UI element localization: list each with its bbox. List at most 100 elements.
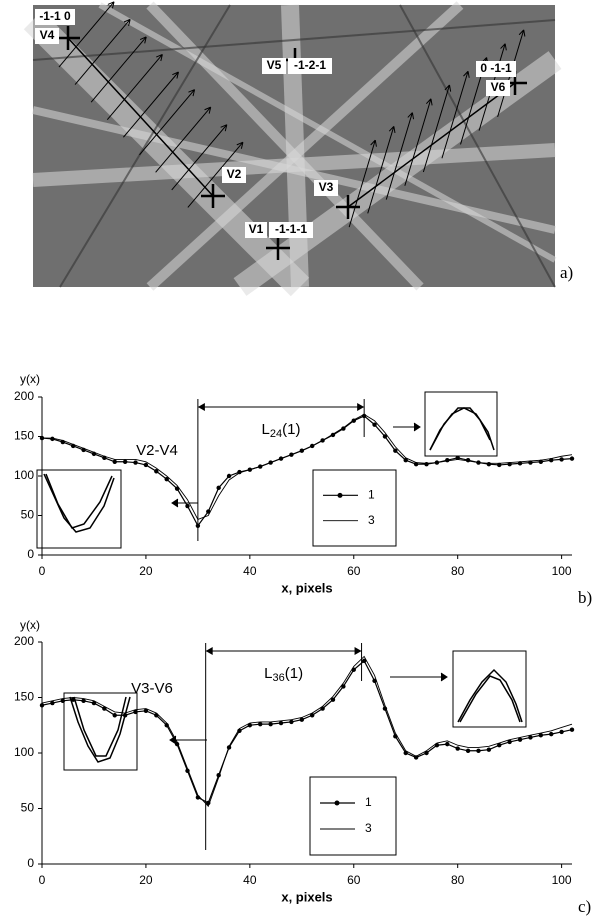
data-point — [549, 731, 554, 737]
span-label-base: L — [262, 421, 270, 438]
chart-annotation: V3-V6 — [131, 680, 173, 697]
data-point — [154, 469, 159, 474]
legend-label: 1 — [365, 795, 372, 809]
span-label: L24(1) — [262, 421, 301, 440]
data-point — [455, 746, 460, 751]
data-point — [154, 713, 159, 718]
data-point — [372, 422, 377, 427]
data-point — [39, 703, 45, 708]
data-point — [122, 459, 128, 464]
y-tick-label: 150 — [14, 690, 34, 704]
data-point — [403, 750, 408, 756]
data-point — [507, 739, 512, 745]
data-point — [289, 719, 294, 725]
data-point — [143, 708, 149, 714]
data-point — [341, 684, 346, 689]
y-axis-label: y(x) — [20, 372, 40, 386]
data-point — [122, 713, 128, 718]
data-point — [216, 485, 221, 491]
x-tick-label: 40 — [243, 873, 257, 887]
data-point — [258, 721, 263, 727]
chart-annotation: V2-V4 — [136, 442, 178, 459]
y-tick-label: 50 — [21, 801, 35, 815]
data-point — [70, 697, 76, 702]
arrow — [58, 1, 115, 68]
legend-label: 3 — [365, 821, 372, 835]
data-point — [164, 476, 169, 482]
arrow — [422, 84, 452, 173]
series-line — [41, 655, 573, 808]
point-label: V2 — [227, 167, 242, 181]
y-tick-label: 200 — [14, 634, 34, 648]
data-point — [133, 709, 138, 715]
x-tick-label: 100 — [552, 564, 572, 578]
y-axis-label: y(x) — [20, 618, 40, 632]
series-line — [42, 413, 573, 521]
arrow — [404, 98, 433, 186]
data-point — [497, 462, 502, 468]
arrow — [106, 53, 163, 121]
y-tick-label: 0 — [27, 547, 34, 561]
inset — [36, 391, 527, 771]
data-point — [185, 503, 190, 509]
data-point — [445, 458, 450, 463]
arrow — [123, 71, 179, 138]
y-tick-label: 100 — [14, 745, 34, 759]
data-point — [361, 658, 367, 664]
data-point — [133, 460, 138, 465]
data-point — [102, 706, 107, 711]
data-point — [81, 698, 86, 704]
span-label-base: L — [264, 665, 272, 682]
point-label: V5 — [267, 58, 282, 72]
x-tick-label: 40 — [243, 564, 257, 578]
x-tick-label: 20 — [139, 873, 153, 887]
data-point — [538, 733, 544, 738]
data-point — [382, 434, 388, 439]
legend-box — [312, 469, 397, 547]
y-tick-label: 50 — [21, 508, 35, 522]
arrow — [139, 89, 196, 156]
zone-index: -1-1-1 — [275, 222, 307, 236]
span-label-sub: 24 — [270, 428, 282, 440]
legend-label: 1 — [368, 488, 375, 502]
arrow — [367, 125, 396, 214]
data-point — [299, 717, 305, 722]
y-tick-label: 150 — [14, 429, 34, 443]
data-point — [413, 755, 419, 760]
span-label-suffix: (1) — [282, 421, 300, 438]
point-label: V4 — [40, 28, 55, 42]
data-point — [465, 458, 471, 463]
data-point — [143, 462, 149, 468]
data-point — [112, 459, 117, 464]
y-tick-label: 100 — [14, 468, 34, 482]
legend-label: 3 — [368, 513, 375, 527]
data-point — [268, 721, 273, 727]
data-point — [455, 455, 460, 461]
data-point — [195, 523, 201, 528]
x-tick-label: 20 — [139, 564, 153, 578]
span-label-suffix: (1) — [285, 665, 303, 682]
arrow — [385, 112, 415, 200]
point-label: V1 — [249, 222, 264, 236]
pattern-image — [23, 1, 562, 297]
x-tick-label: 100 — [552, 873, 572, 887]
data-point — [497, 743, 502, 748]
data-point — [528, 735, 533, 740]
span-label-sub: 36 — [272, 672, 284, 684]
data-point — [393, 448, 398, 453]
data-point — [569, 456, 575, 461]
x-tick-label: 80 — [451, 873, 465, 887]
span-label: L36(1) — [264, 665, 303, 684]
data-point — [278, 720, 284, 726]
data-point — [424, 750, 429, 756]
data-point — [50, 700, 55, 706]
data-point — [247, 723, 253, 728]
arrow — [90, 36, 147, 103]
panel-label: a) — [560, 263, 573, 282]
data-point — [486, 747, 492, 752]
data-point — [330, 697, 336, 702]
arrow — [348, 139, 377, 228]
zone-index: -1-2-1 — [294, 58, 326, 72]
arrow — [187, 141, 244, 208]
